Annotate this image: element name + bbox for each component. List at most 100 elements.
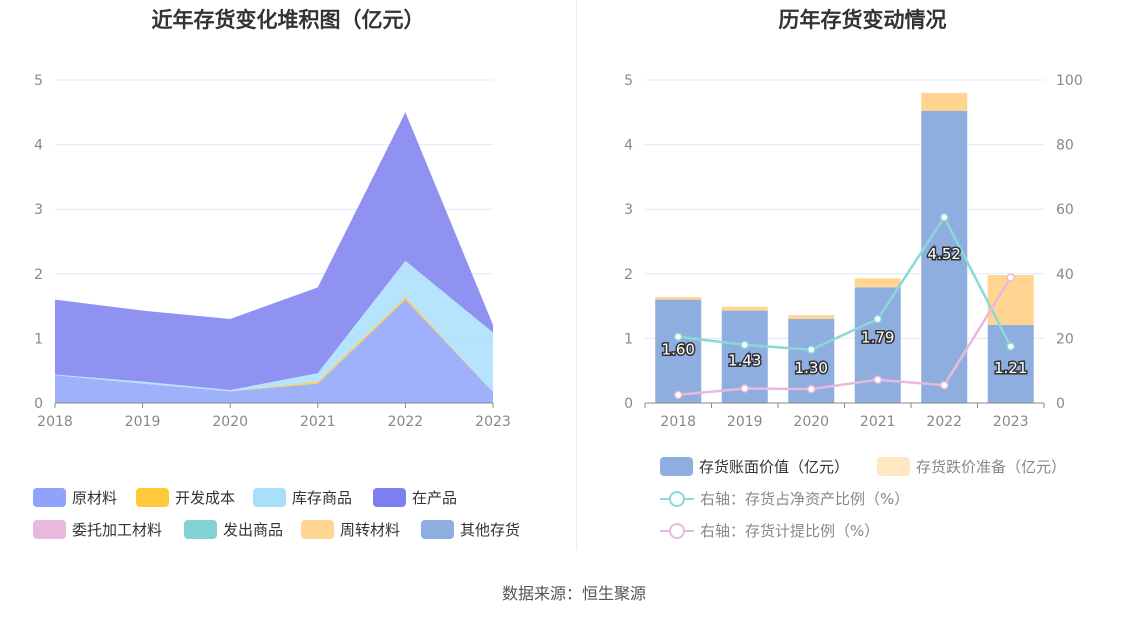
legend-label: 其他存货	[460, 521, 521, 539]
left-legend-item[interactable]: 在产品	[373, 487, 457, 508]
left-legend: 原材料 开发成本 库存商品 在产品委托加工材料 发出商品 周转材料 其他存货	[0, 0, 576, 560]
legend-swatch	[33, 488, 66, 507]
bar-book-value	[921, 111, 968, 404]
right-chart-title: 历年存货变动情况	[778, 8, 947, 32]
right-y-tick-label: 3	[624, 202, 633, 218]
legend-line-marker	[660, 489, 694, 509]
right-legend-line-item[interactable]: 右轴：存货占净资产比例（%）	[660, 488, 909, 509]
left-legend-item[interactable]: 原材料	[33, 487, 117, 508]
left-y-tick-label: 4	[34, 138, 43, 154]
legend-label: 发出商品	[223, 521, 284, 539]
legend-swatch	[184, 520, 217, 539]
left-legend-item[interactable]: 周转材料	[301, 519, 400, 540]
bar-book-value	[655, 299, 702, 403]
bar-impairment	[788, 315, 835, 320]
line-point-2	[873, 375, 882, 384]
stacked-area-chart: 0 1 2 3 4 5 2018 2019 2020 2021 2022 2023	[34, 73, 511, 430]
right-legend-bar-item[interactable]: 存货账面价值（亿元）	[660, 456, 849, 477]
bar-impairment	[854, 278, 901, 288]
legend-label: 右轴：存货占净资产比例（%）	[700, 490, 910, 508]
legend-swatch	[136, 488, 169, 507]
right-y2-tick-label: 0	[1056, 396, 1065, 412]
bar-value-label: 1.79	[861, 328, 894, 346]
legend-swatch	[33, 520, 66, 539]
legend-swatch	[373, 488, 406, 507]
left-y-tick-label: 3	[34, 202, 43, 218]
right-y2-tick-label: 20	[1056, 331, 1074, 347]
line-point-2	[740, 384, 749, 393]
right-y-tick-label: 0	[624, 396, 633, 412]
line-point-1	[940, 213, 949, 222]
right-y-tick-label: 4	[624, 138, 633, 154]
legend-swatch	[660, 457, 693, 476]
legend-label: 存货跌价准备（亿元）	[916, 458, 1067, 476]
right-y-tick-label: 5	[624, 73, 633, 89]
panel-divider	[576, 0, 577, 550]
inventory-change-chart-panel: 历年存货变动情况 0 1 2 3 4 5 0 20 40 60 80 100 2018 2019 2020 2…	[577, 0, 1148, 560]
left-chart-title: 近年存货变化堆积图（亿元）	[151, 8, 425, 32]
right-legend-line-item[interactable]: 右轴：存货计提比例（%）	[660, 520, 879, 541]
right-y-tick-label: 1	[624, 331, 633, 347]
left-y-tick-label: 5	[34, 73, 43, 89]
left-legend-item[interactable]: 发出商品	[184, 519, 283, 540]
left-x-tick-label: 2020	[212, 414, 248, 430]
left-y-tick-label: 1	[34, 331, 43, 347]
line-series-2	[678, 277, 1012, 397]
right-legend-bar-item[interactable]: 存货跌价准备（亿元）	[877, 456, 1066, 477]
data-source: 数据来源：恒生聚源	[501, 584, 646, 603]
bar-impairment	[921, 92, 968, 112]
legend-swatch	[253, 488, 286, 507]
bar-value-label: 1.30	[795, 359, 828, 377]
right-y2-tick-label: 40	[1056, 267, 1074, 283]
right-y2-tick-label: 100	[1056, 73, 1083, 89]
right-x-tick-label: 2022	[926, 414, 962, 430]
left-x-tick-label: 2023	[475, 414, 511, 430]
right-y-tick-label: 2	[624, 267, 633, 283]
left-y-tick-label: 0	[34, 396, 43, 412]
area-series-4	[55, 112, 493, 391]
right-x-tick-label: 2018	[660, 414, 696, 430]
line-point-1	[807, 345, 816, 354]
right-y2-tick-label: 80	[1056, 138, 1074, 154]
left-legend-item[interactable]: 其他存货	[421, 519, 520, 540]
legend-swatch	[877, 457, 910, 476]
line-point-2	[940, 380, 949, 390]
legend-swatch	[421, 520, 454, 539]
left-legend-item[interactable]: 开发成本	[136, 487, 235, 508]
legend-label: 存货账面价值（亿元）	[699, 458, 850, 476]
legend-label: 右轴：存货计提比例（%）	[700, 522, 880, 540]
bar-impairment	[655, 297, 702, 300]
left-y-tick-label: 2	[34, 267, 43, 283]
line-point-2	[674, 390, 683, 400]
line-point-2	[1006, 273, 1015, 282]
right-x-tick-label: 2020	[793, 414, 829, 430]
inventory-bar-line-chart: 0 1 2 3 4 5 0 20 40 60 80 100 2018 2019 2020 2021 2022 20…	[624, 73, 1083, 430]
legend-line-marker	[660, 521, 694, 541]
line-point-1	[873, 314, 882, 324]
bar-value-label: 4.52	[928, 245, 961, 263]
right-legend: 存货账面价值（亿元） 存货跌价准备（亿元） 右轴：存货占净资产比例（%） 右轴：存货计…	[577, 0, 1148, 560]
legend-label: 委托加工材料	[72, 521, 163, 539]
legend-label: 开发成本	[175, 489, 236, 507]
bar-impairment	[721, 306, 768, 311]
bar-book-value	[987, 324, 1034, 403]
bar-value-label: 1.43	[728, 352, 761, 370]
legend-label: 库存商品	[292, 489, 353, 507]
right-x-tick-label: 2023	[993, 414, 1029, 430]
left-legend-item[interactable]: 委托加工材料	[33, 519, 162, 540]
line-point-2	[807, 384, 816, 394]
right-y2-tick-label: 60	[1056, 202, 1074, 218]
left-legend-item[interactable]: 库存商品	[253, 487, 352, 508]
line-series-1	[678, 214, 1012, 351]
area-series-3	[55, 260, 493, 393]
bar-value-label: 1.60	[662, 341, 695, 359]
area-series-1	[55, 299, 493, 403]
legend-label: 周转材料	[340, 521, 401, 539]
line-point-1	[674, 332, 683, 342]
legend-label: 在产品	[412, 489, 458, 507]
right-x-tick-label: 2019	[727, 414, 763, 430]
legend-label: 原材料	[72, 489, 118, 507]
line-point-1	[740, 340, 749, 350]
left-x-tick-label: 2018	[37, 414, 73, 430]
bar-value-label: 1.21	[994, 359, 1027, 377]
